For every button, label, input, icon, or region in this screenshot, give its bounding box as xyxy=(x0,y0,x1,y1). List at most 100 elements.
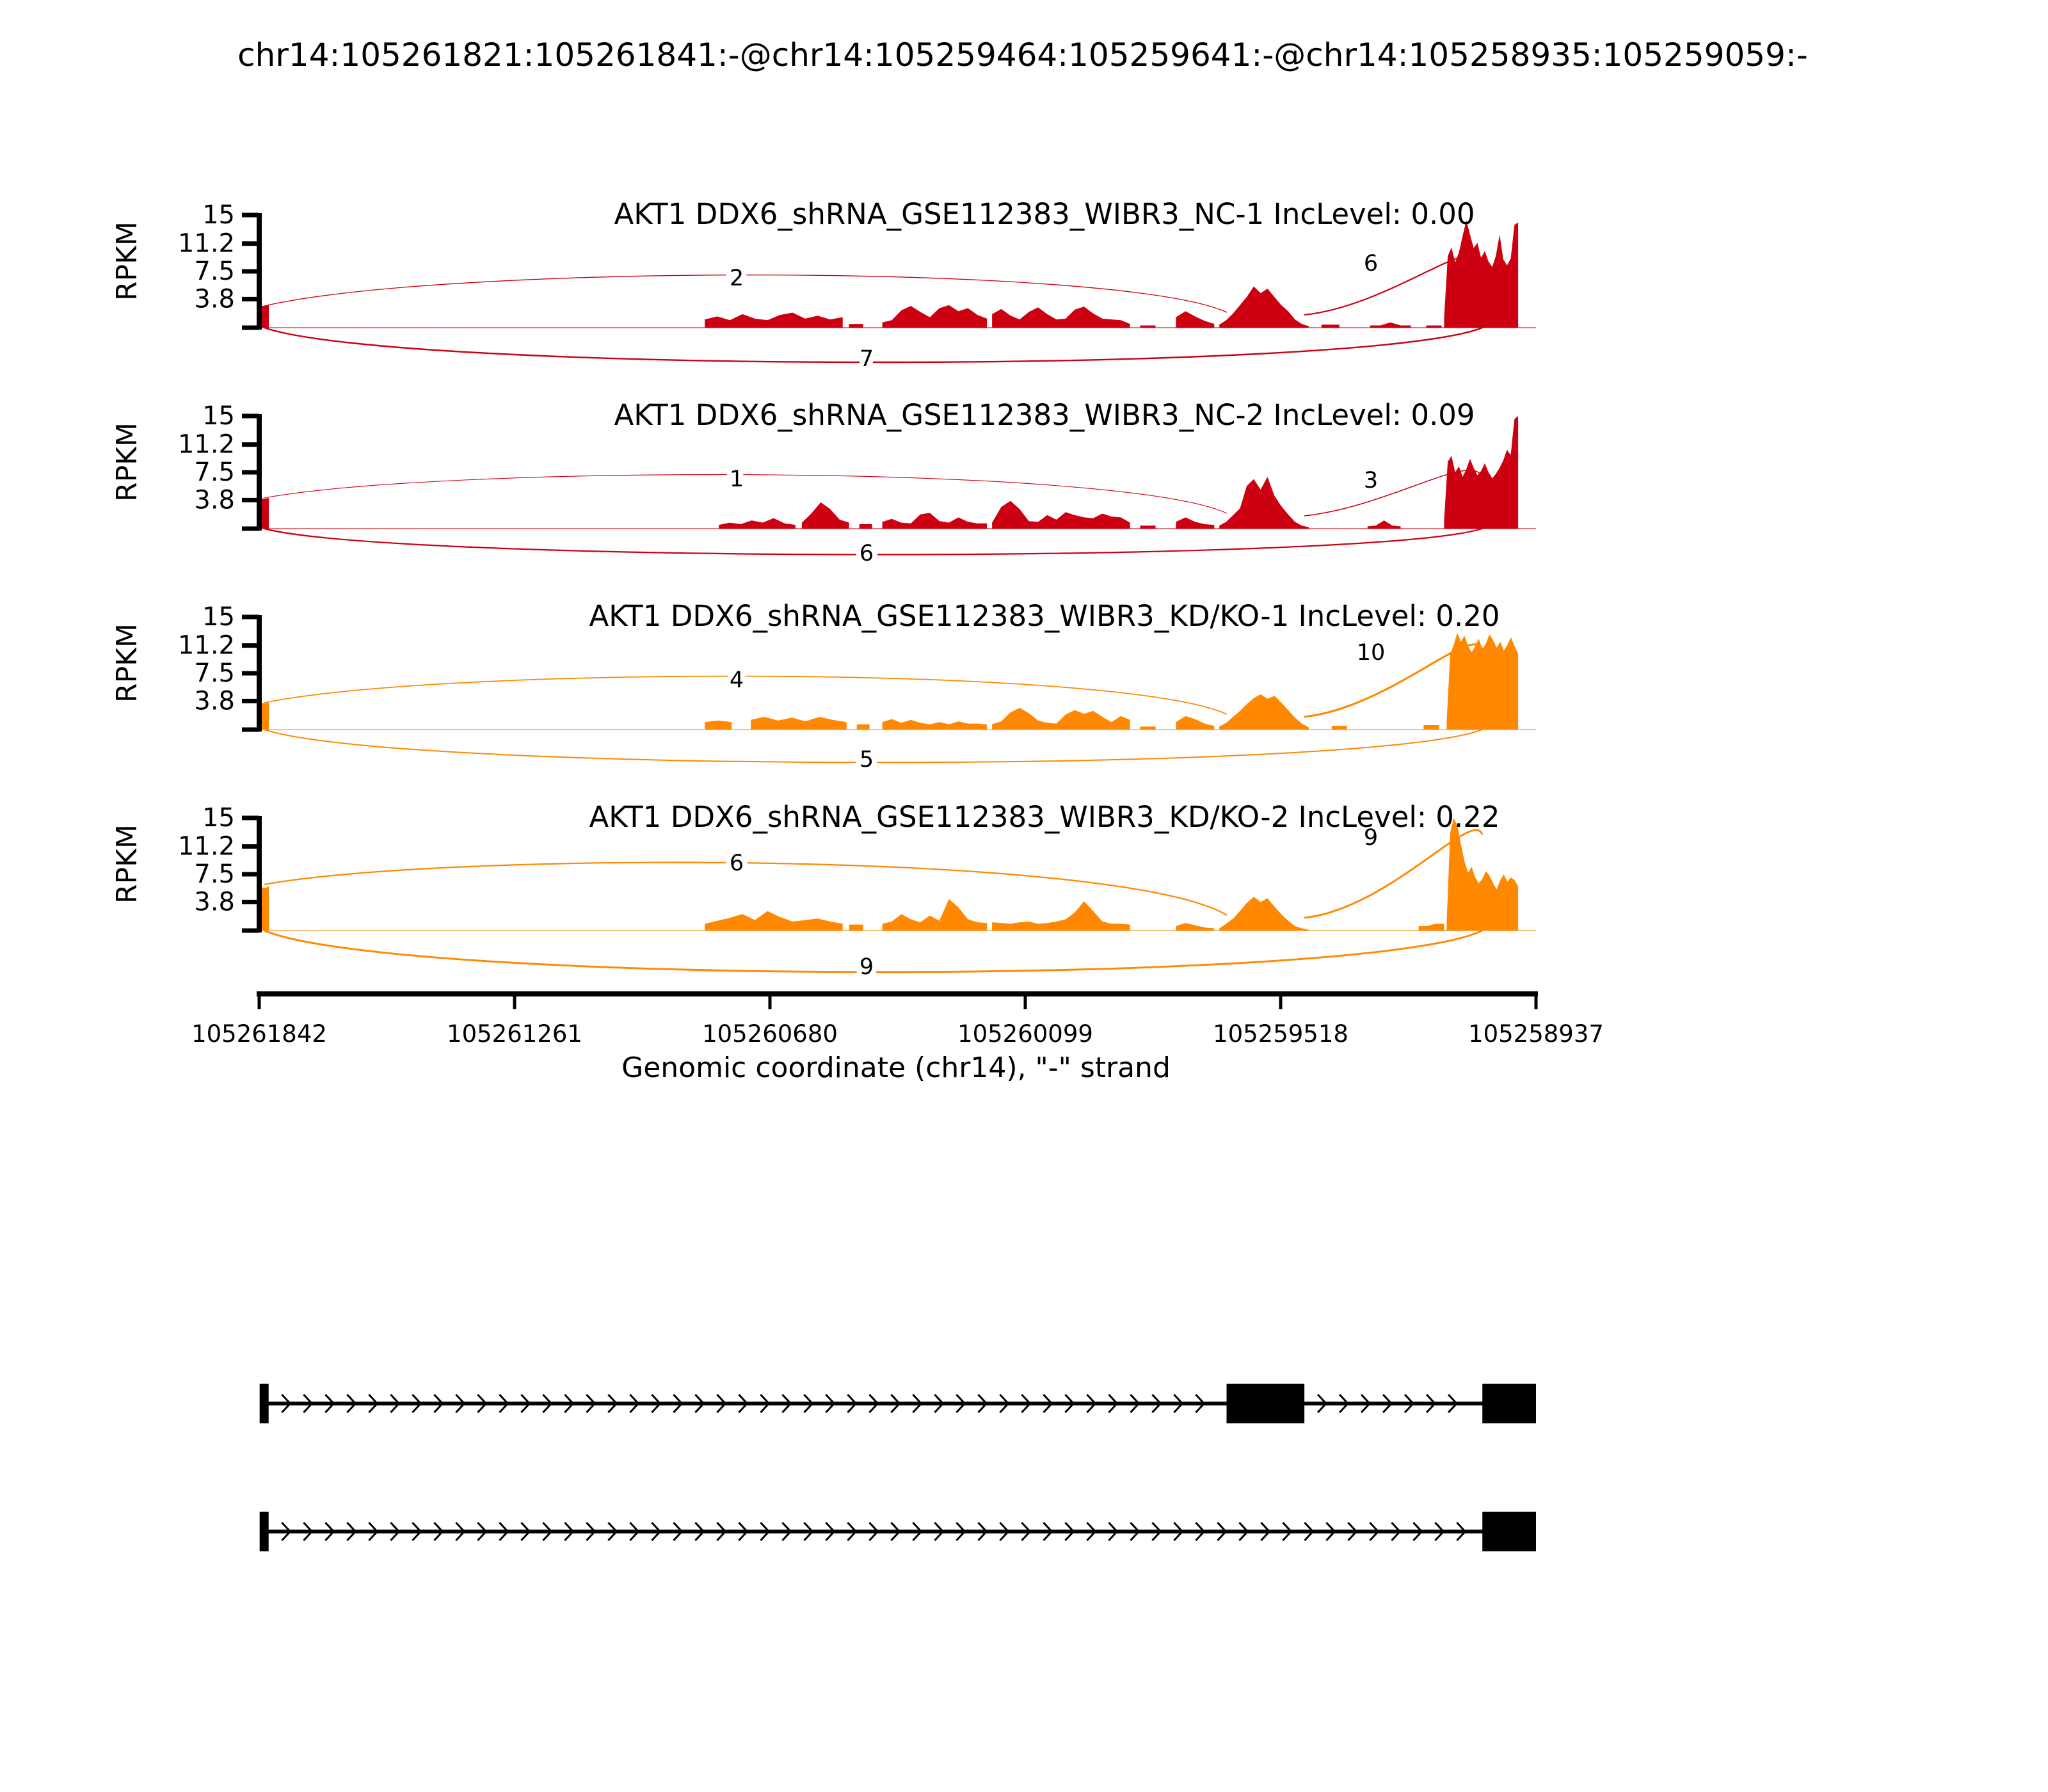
coverage-area xyxy=(882,513,988,529)
strand-arrow-icon xyxy=(1304,1521,1315,1542)
coverage-area xyxy=(882,719,988,730)
x-axis-layer: 105261842 105261261 105260680 105260099 1052… xyxy=(191,991,1604,1048)
coverage-area xyxy=(1176,311,1215,328)
track-title: AKT1 DDX6_shRNA_GSE112383_WIBR3_KD/KO-1 … xyxy=(589,599,1500,633)
transcript-models-layer xyxy=(259,1384,1536,1551)
junction-count-label: 6 xyxy=(860,541,874,566)
strand-arrow-icon xyxy=(1347,1521,1358,1542)
strand-arrow-icon xyxy=(368,1521,379,1542)
coverage-area xyxy=(1140,726,1156,730)
junction-arc xyxy=(264,729,1483,764)
junction-arc xyxy=(1304,470,1483,516)
strand-arrow-icon xyxy=(499,1393,509,1414)
coverage-area xyxy=(849,324,863,328)
strand-arrow-icon xyxy=(760,1521,771,1542)
y-tick-label: 15 xyxy=(202,803,235,833)
strand-arrow-icon xyxy=(477,1521,488,1542)
strand-arrow-icon xyxy=(1043,1521,1053,1542)
exon-box xyxy=(1226,1384,1305,1423)
strand-arrow-icon xyxy=(433,1393,444,1414)
junction-count-label: 4 xyxy=(730,668,744,693)
coverage-area xyxy=(259,303,269,328)
strand-arrow-icon xyxy=(890,1521,901,1542)
coverage-area xyxy=(705,720,732,730)
transcript-start-exon-box xyxy=(259,1512,269,1551)
coverage-area xyxy=(1176,517,1215,529)
junction-arc xyxy=(264,861,1228,916)
strand-arrow-icon xyxy=(738,1393,749,1414)
strand-arrow-icon xyxy=(694,1521,705,1542)
strand-arrow-icon xyxy=(934,1393,945,1414)
strand-arrow-icon xyxy=(651,1393,662,1414)
coverage-area xyxy=(1423,725,1439,730)
junction-arc xyxy=(264,527,1483,556)
coverage-area xyxy=(1140,525,1156,529)
coverage-area xyxy=(882,305,988,328)
strand-arrow-icon xyxy=(651,1521,662,1542)
coverage-area xyxy=(801,502,849,529)
coverage-area xyxy=(259,701,269,730)
strand-arrow-icon xyxy=(346,1521,357,1542)
strand-arrow-icon xyxy=(1064,1393,1075,1414)
junction-arc xyxy=(1304,829,1484,919)
junction-count-label: 9 xyxy=(860,954,874,980)
strand-arrow-icon xyxy=(1043,1393,1053,1414)
strand-arrow-icon xyxy=(629,1521,640,1542)
y-tick-label: 7.5 xyxy=(194,257,235,286)
junction-arc xyxy=(264,326,1483,364)
strand-arrow-icon xyxy=(1382,1393,1393,1414)
coverage-area xyxy=(259,495,269,529)
strand-arrow-icon xyxy=(825,1393,836,1414)
strand-arrow-icon xyxy=(1412,1521,1423,1542)
strand-arrow-icon xyxy=(1173,1393,1184,1414)
strand-arrow-icon xyxy=(1086,1393,1097,1414)
strand-arrow-icon xyxy=(1238,1521,1249,1542)
strand-arrow-icon xyxy=(1195,1521,1206,1542)
strand-arrow-icon xyxy=(586,1393,596,1414)
coverage-area xyxy=(1219,897,1309,931)
junction-count-label: 7 xyxy=(860,346,874,372)
strand-arrow-icon xyxy=(1404,1393,1415,1414)
y-tick-label: 3.8 xyxy=(194,284,235,314)
coverage-area xyxy=(751,717,847,730)
y-tick-label: 11.2 xyxy=(178,832,235,861)
junction-count-label: 2 xyxy=(730,266,744,291)
y-tick-label: 15 xyxy=(202,602,235,632)
strand-arrow-icon xyxy=(1130,1521,1140,1542)
x-tick-label: 105261842 xyxy=(191,1020,327,1048)
coverage-area xyxy=(1367,520,1401,529)
y-tick-label: 11.2 xyxy=(178,430,235,460)
coverage-area xyxy=(1426,325,1442,328)
strand-arrow-icon xyxy=(586,1521,596,1542)
strand-arrow-icon xyxy=(781,1521,792,1542)
strand-arrow-icon xyxy=(564,1521,575,1542)
strand-arrow-icon xyxy=(564,1393,575,1414)
strand-arrow-icon xyxy=(999,1393,1010,1414)
y-tick-label: 7.5 xyxy=(194,659,235,688)
junction-count-label: 6 xyxy=(730,851,744,876)
coverage-area xyxy=(1331,726,1347,730)
strand-arrow-icon xyxy=(303,1393,314,1414)
strand-arrow-icon xyxy=(868,1393,879,1414)
strand-arrow-icon xyxy=(1456,1521,1467,1542)
figure-title: chr14:105261821:105261841:-@chr14:105259… xyxy=(237,36,1808,74)
y-tick-label: 3.8 xyxy=(194,887,235,916)
strand-arrow-icon xyxy=(499,1521,509,1542)
coverage-area xyxy=(705,312,843,328)
coverage-area xyxy=(1444,220,1519,328)
strand-arrow-icon xyxy=(1064,1521,1075,1542)
junction-arc xyxy=(264,929,1483,973)
coverage-area xyxy=(1140,325,1156,328)
coverage-area xyxy=(1219,477,1309,529)
junction-count-label: 1 xyxy=(730,467,744,492)
coverage-area xyxy=(1418,924,1444,931)
strand-arrow-icon xyxy=(1325,1521,1336,1542)
y-tick-label: 15 xyxy=(202,401,235,431)
strand-arrow-icon xyxy=(977,1521,988,1542)
strand-arrow-icon xyxy=(542,1393,553,1414)
track-title: AKT1 DDX6_shRNA_GSE112383_WIBR3_NC-2 Inc… xyxy=(614,398,1475,432)
